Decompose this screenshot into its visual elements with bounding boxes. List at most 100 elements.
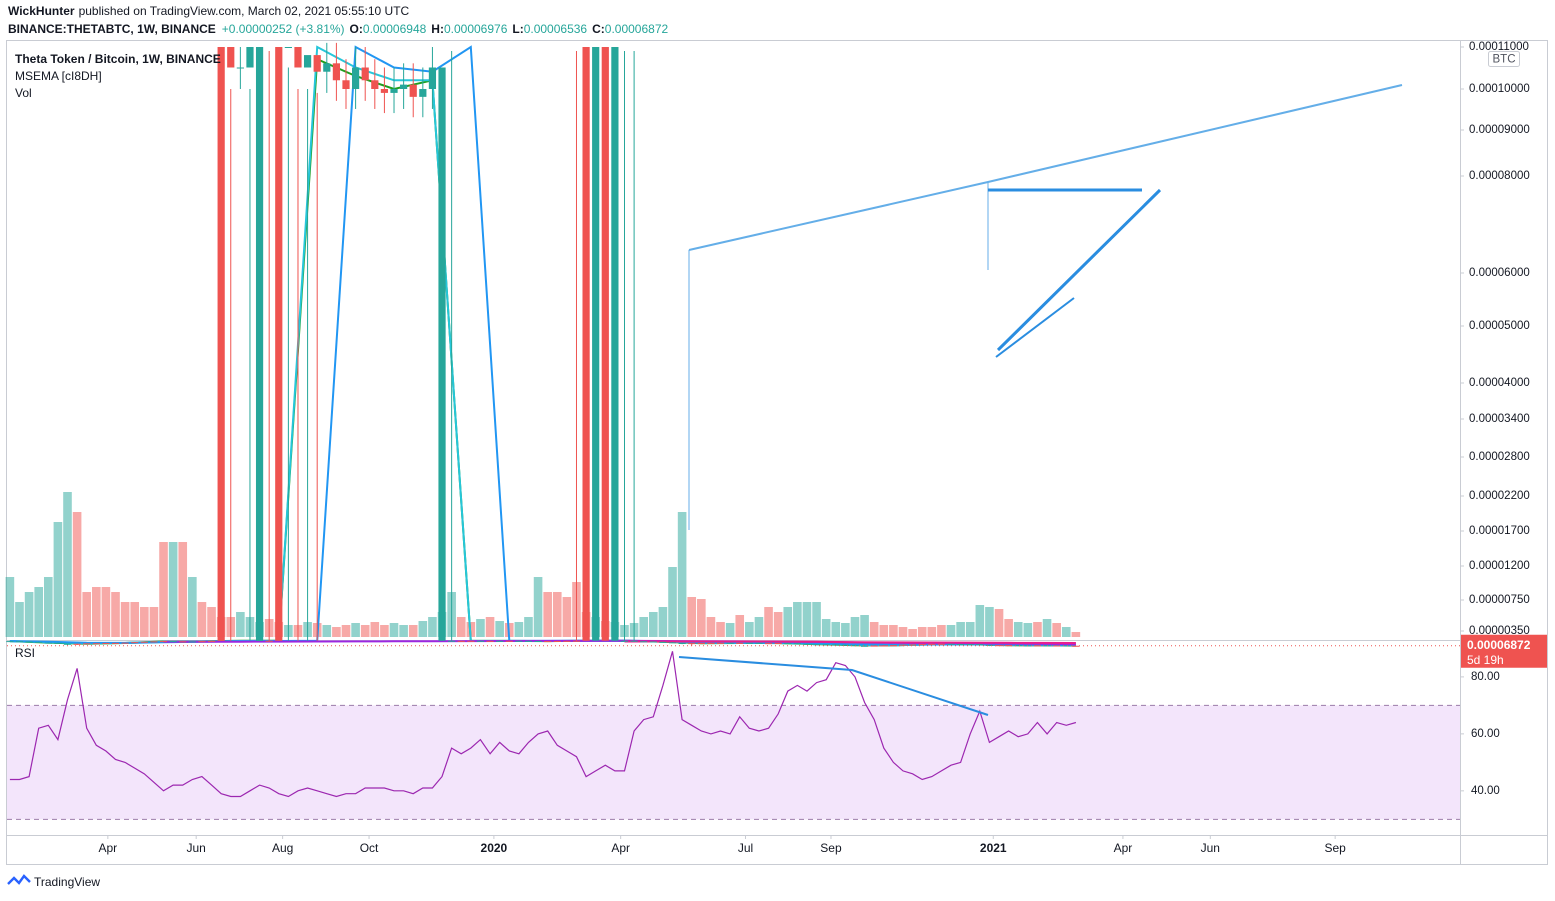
volume-bar (140, 607, 149, 637)
volume-bar (879, 625, 889, 637)
candle-body (131, 642, 139, 644)
candle-body (419, 89, 427, 97)
candle-body (111, 642, 120, 644)
legend-indicator: MSEMA [cI8DH] (15, 69, 102, 83)
candle-body (611, 47, 619, 641)
candle-body (323, 63, 331, 72)
candle-body (467, 640, 475, 642)
candle-body (428, 67, 437, 89)
volume-bar (706, 617, 716, 637)
y-tick-label: 0.00006000 (1469, 267, 1530, 279)
volume-bar (543, 592, 552, 637)
candle-body (284, 47, 292, 48)
candle-body (928, 643, 936, 645)
x-tick-label: Aug (272, 841, 293, 855)
volume-bar (188, 577, 197, 637)
volume-bar (1004, 619, 1013, 637)
x-tick-label: Oct (360, 841, 379, 855)
legend-indicator: Vol (15, 86, 32, 100)
drawings (678, 84, 1403, 716)
x-tick-label: 2020 (481, 841, 508, 855)
volume-bar (841, 623, 850, 637)
candle-body (371, 80, 379, 89)
volume-bar (495, 621, 504, 637)
candle-body (909, 644, 917, 646)
volume-bar (360, 625, 370, 637)
volume-bar (370, 622, 380, 637)
volume-bar (476, 619, 485, 637)
volume-bar (562, 597, 572, 637)
candle-body (976, 644, 984, 646)
volume-bar (236, 612, 245, 637)
volume-bar (802, 602, 812, 637)
volume-bar (783, 607, 793, 637)
candle-body (198, 641, 206, 643)
candle-body (1053, 645, 1061, 647)
volume-bar (1071, 632, 1081, 637)
volume-bar (524, 617, 533, 637)
volume-bar (697, 599, 706, 637)
volume-bar (514, 622, 524, 637)
candle-body (255, 47, 264, 641)
y-tick-label: 0.00001700 (1469, 525, 1530, 537)
volume-bar (120, 602, 130, 637)
volume-bar (687, 597, 697, 637)
y-tick-label: 0.00002200 (1469, 490, 1530, 502)
volume-bar (1033, 622, 1042, 637)
frame (6, 40, 1548, 865)
volume-bar (649, 612, 658, 637)
volume-bar (927, 627, 937, 637)
y-tick-label: 0.00001200 (1469, 560, 1530, 572)
volume-bar (946, 625, 956, 637)
candle-body (448, 640, 456, 642)
volume-bar (745, 622, 754, 637)
y-tick-label: 0.00002800 (1469, 451, 1530, 463)
candle-body (361, 67, 369, 81)
volume-bar (111, 592, 120, 637)
volume-bar (53, 522, 63, 637)
volume-bar (332, 627, 341, 637)
candle-body (630, 640, 638, 642)
volume-bar (831, 622, 841, 637)
candle-body (755, 642, 763, 644)
candle-body (188, 641, 196, 643)
candle-body (496, 640, 504, 642)
candle-body (563, 640, 571, 642)
volume-bar (1023, 623, 1033, 637)
candle-body (207, 640, 216, 642)
candle-body (275, 47, 283, 641)
published: published on TradingView.com, March 02, … (79, 4, 410, 18)
candle-body (217, 47, 225, 641)
y-tick-label: 0.00000750 (1469, 594, 1530, 606)
ohlc-key: L: (512, 22, 523, 36)
candle-body (601, 47, 609, 641)
y-tick-label: 0.00000350 (1469, 625, 1530, 637)
volume-bar (1042, 619, 1052, 637)
candle-body (54, 642, 62, 644)
volume-bar (485, 617, 495, 637)
volume-bar (130, 602, 140, 637)
rsi-divergence-line (678, 656, 989, 716)
volume-bar (72, 512, 82, 637)
candle-body (851, 645, 859, 647)
candle-body (352, 67, 360, 89)
candle-body (409, 84, 417, 97)
volume-bar (937, 625, 946, 637)
candle-body (294, 47, 302, 68)
brand: TradingView (34, 875, 100, 889)
volume-bar (850, 617, 860, 637)
ohlc-key: O: (350, 22, 363, 36)
x-tick-label: Apr (611, 841, 630, 855)
price-tag-value: 0.00006872 (1467, 638, 1531, 652)
volume-bar (956, 622, 965, 637)
candle-body (812, 644, 821, 646)
volume-bar (754, 617, 764, 637)
volume-bar (456, 617, 466, 637)
pane-title: RSI (15, 646, 35, 660)
candle-body (44, 642, 52, 644)
candle-body (524, 640, 533, 642)
candle-body (265, 640, 273, 642)
volume-bar (793, 602, 802, 637)
wedge-line (996, 188, 1162, 352)
candle-body (707, 642, 715, 644)
